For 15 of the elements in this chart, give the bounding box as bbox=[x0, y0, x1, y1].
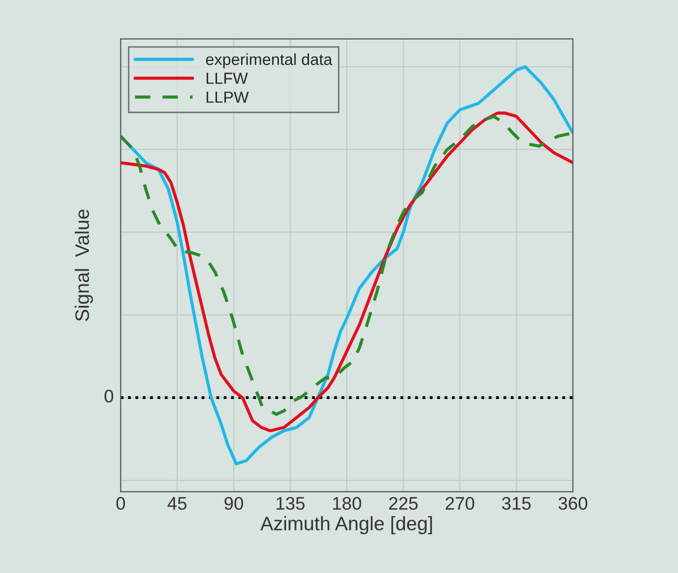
legend-label: LLPW bbox=[206, 92, 249, 103]
legend-label: LLFW bbox=[206, 72, 248, 84]
x-tick-label: 315 bbox=[502, 496, 531, 510]
ref-line-label: 0 bbox=[104, 390, 114, 403]
x-tick-label: 135 bbox=[276, 496, 305, 510]
x-tick-label: 225 bbox=[389, 496, 418, 510]
x-tick-label: 0 bbox=[116, 496, 125, 510]
x-axis-title: Azimuth Angle [deg] bbox=[260, 516, 432, 534]
x-tick-label: 360 bbox=[558, 496, 588, 510]
legend-label: experimental data bbox=[206, 53, 332, 68]
y-axis-title: Signal Value bbox=[74, 210, 93, 321]
x-tick-label: 45 bbox=[168, 497, 186, 510]
x-tick-label: 270 bbox=[446, 496, 474, 510]
x-tick-label: 90 bbox=[224, 496, 244, 510]
x-tick-label: 180 bbox=[333, 496, 362, 510]
